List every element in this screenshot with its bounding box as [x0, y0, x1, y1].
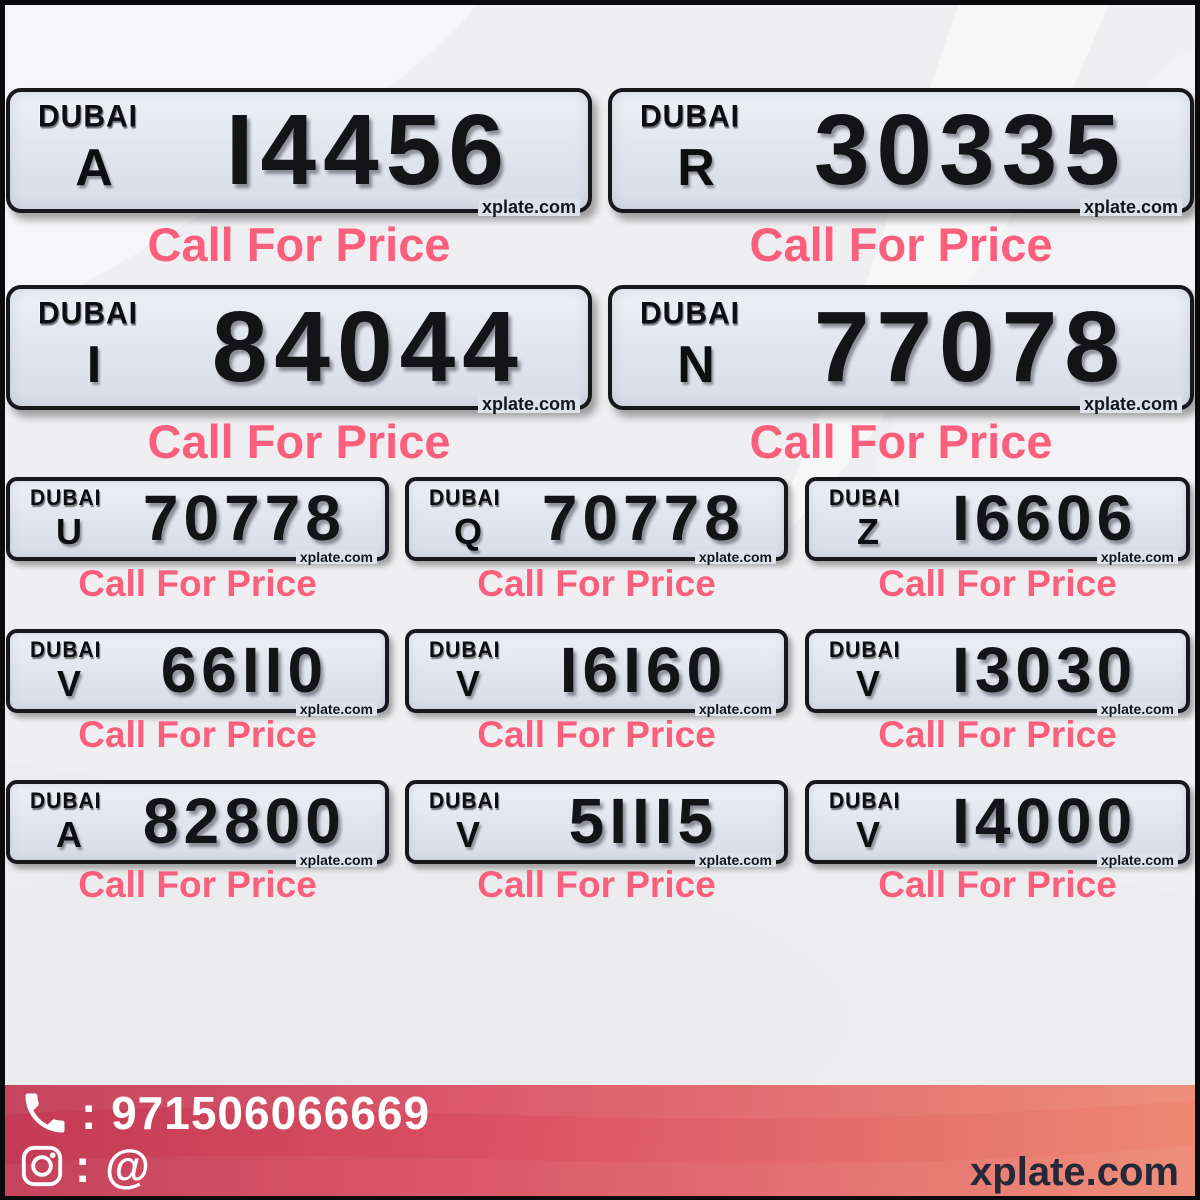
plate-number: 84044	[211, 291, 525, 403]
plate-watermark: xplate.com	[694, 702, 776, 716]
frame-left	[0, 0, 5, 1200]
plate-number: 5III5	[568, 785, 719, 857]
license-plate: DUBAI N 77078 xplate.com	[608, 285, 1194, 413]
dubai-logo: DUBAI	[829, 638, 901, 663]
plate-code: V	[56, 663, 81, 704]
call-for-price-label: Call For Price	[78, 864, 317, 905]
plate-code: V	[855, 814, 880, 855]
license-plate: DUBAI I 84044 xplate.com	[6, 285, 592, 413]
plate-number: I4456	[225, 94, 511, 206]
plate-watermark: xplate.com	[1096, 853, 1178, 867]
phone-number: : 971506066669	[81, 1087, 431, 1139]
phone-icon	[25, 1093, 65, 1133]
license-plate: DUBAI V 5III5 xplate.com	[405, 780, 788, 867]
dubai-logo: DUBAI	[429, 486, 501, 511]
contact-banner: : 971506066669 : @ xplate.com	[5, 1085, 1195, 1196]
plate-watermark: xplate.com	[694, 550, 776, 564]
dubai-logo: DUBAI	[829, 789, 901, 814]
banner-waves	[5, 1085, 1195, 1196]
call-for-price-label: Call For Price	[147, 218, 451, 271]
call-for-price-label: Call For Price	[78, 563, 317, 604]
dubai-logo: DUBAI	[30, 789, 102, 814]
call-for-price-label: Call For Price	[749, 218, 1053, 271]
license-plate: DUBAI V 66II0 xplate.com	[6, 629, 389, 716]
plate-code: V	[455, 663, 480, 704]
frame-right	[1195, 0, 1200, 1200]
call-for-price-label: Call For Price	[878, 864, 1117, 905]
license-plate: DUBAI U 70778 xplate.com	[6, 477, 389, 564]
license-plate: DUBAI A 82800 xplate.com	[6, 780, 389, 867]
plate-watermark: xplate.com	[694, 853, 776, 867]
plate-watermark: xplate.com	[477, 198, 580, 216]
plate-number: 82800	[142, 785, 346, 857]
plate-code: V	[855, 663, 880, 704]
instagram-row: : @	[19, 1141, 151, 1191]
plate-code: Q	[453, 511, 482, 552]
plate-code: U	[56, 511, 82, 552]
plate-code: I	[86, 336, 102, 394]
plate-number: I3030	[952, 634, 1138, 706]
dubai-logo: DUBAI	[829, 486, 901, 511]
dubai-logo: DUBAI	[429, 638, 501, 663]
plate-code: R	[677, 139, 715, 197]
plate-number: I6606	[952, 482, 1138, 554]
frame-top	[0, 0, 1200, 5]
plate-number: 70778	[541, 482, 745, 554]
plate-watermark: xplate.com	[1096, 702, 1178, 716]
dubai-logo: DUBAI	[38, 296, 138, 331]
plate-watermark: xplate.com	[295, 550, 377, 564]
license-plate: DUBAI V I4000 xplate.com	[805, 780, 1190, 867]
dubai-logo: DUBAI	[640, 296, 740, 331]
plate-number: 70778	[142, 482, 346, 554]
license-plate: DUBAI V I6I60 xplate.com	[405, 629, 788, 716]
license-plate: DUBAI Z I6606 xplate.com	[805, 477, 1190, 564]
dubai-logo: DUBAI	[30, 486, 102, 511]
frame-bottom	[0, 1196, 1200, 1200]
plate-number: I6I60	[559, 634, 728, 706]
plate-number: 77078	[813, 291, 1127, 403]
license-plate: DUBAI R 30335 xplate.com	[608, 88, 1194, 216]
call-for-price-label: Call For Price	[477, 864, 716, 905]
call-for-price-label: Call For Price	[878, 563, 1117, 604]
plate-watermark: xplate.com	[1079, 395, 1182, 413]
call-for-price-label: Call For Price	[477, 563, 716, 604]
license-plate: DUBAI Q 70778 xplate.com	[405, 477, 788, 564]
plate-watermark: xplate.com	[477, 395, 580, 413]
plate-code: Z	[857, 511, 879, 552]
plate-watermark: xplate.com	[1096, 550, 1178, 564]
call-for-price-label: Call For Price	[147, 415, 451, 468]
dubai-logo: DUBAI	[30, 638, 102, 663]
call-for-price-label: Call For Price	[878, 714, 1117, 755]
call-for-price-label: Call For Price	[749, 415, 1053, 468]
plate-code: A	[56, 814, 82, 855]
instagram-icon	[21, 1145, 63, 1187]
plate-number: 66II0	[160, 634, 329, 706]
plate-code: A	[75, 139, 113, 197]
plate-watermark: xplate.com	[295, 702, 377, 716]
phone-row: : 971506066669	[19, 1087, 430, 1139]
plate-number: I4000	[952, 785, 1138, 857]
license-plate: DUBAI V I3030 xplate.com	[805, 629, 1190, 716]
plate-code: N	[677, 336, 715, 394]
call-for-price-label: Call For Price	[477, 714, 716, 755]
call-for-price-label: Call For Price	[78, 714, 317, 755]
dubai-logo: DUBAI	[640, 99, 740, 134]
plate-watermark: xplate.com	[1079, 198, 1182, 216]
license-plate: DUBAI A I4456 xplate.com	[6, 88, 592, 216]
plate-code: V	[455, 814, 480, 855]
site-url: xplate.com	[970, 1150, 1179, 1194]
instagram-handle: : @	[75, 1140, 151, 1192]
dubai-logo: DUBAI	[429, 789, 501, 814]
plate-number: 30335	[813, 94, 1127, 206]
plate-watermark: xplate.com	[295, 853, 377, 867]
dubai-logo: DUBAI	[38, 99, 138, 134]
